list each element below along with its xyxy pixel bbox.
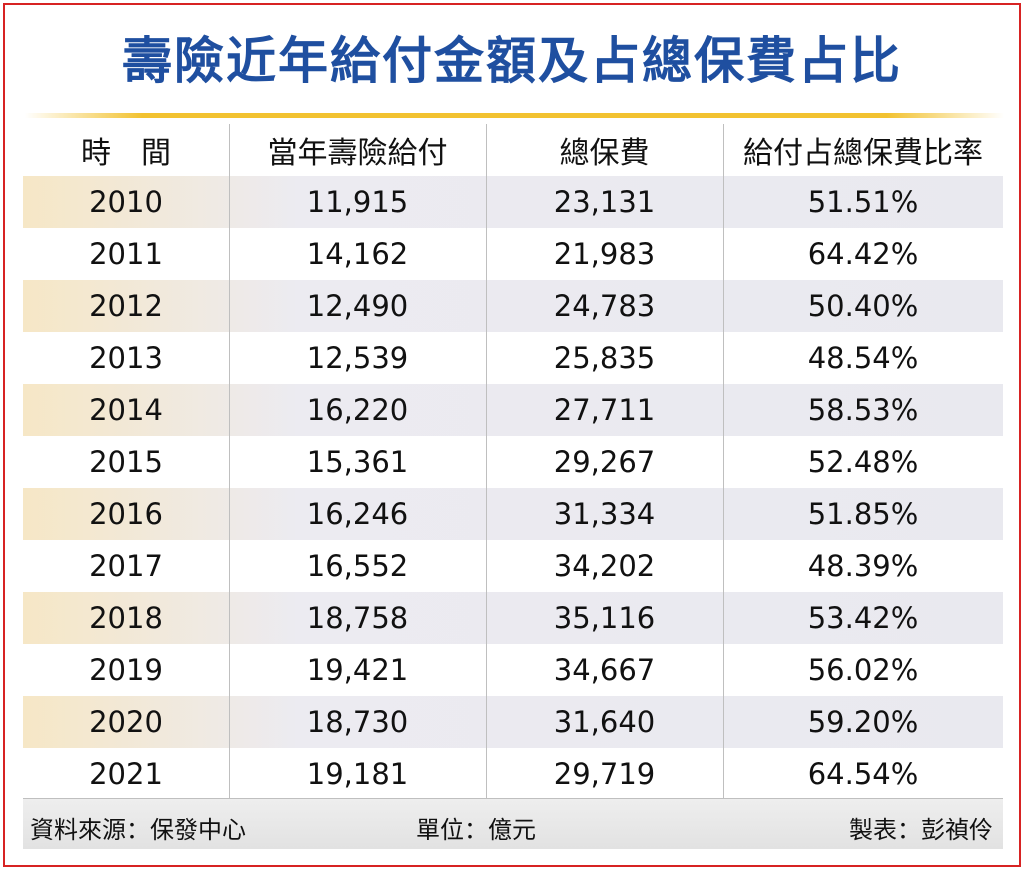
ratio-cell: 64.42% — [807, 237, 919, 271]
header-time: 時 間 — [81, 136, 171, 171]
year-cell: 2013 — [89, 341, 163, 375]
life-benefit-cell: 19,421 — [306, 653, 409, 687]
ratio-cell: 48.39% — [807, 549, 919, 583]
total-premium-cell: 27,711 — [553, 393, 656, 427]
title-underline — [25, 113, 1004, 118]
life-benefit-cell: 11,915 — [306, 185, 409, 219]
ratio-cell: 64.54% — [807, 757, 919, 791]
header-life-benefit: 當年壽險給付 — [267, 136, 448, 171]
life-benefit-cell: 19,181 — [306, 757, 409, 791]
ratio-cell: 59.20% — [807, 705, 919, 739]
table-row: 2010 11,915 23,131 51.51% — [23, 176, 1003, 228]
table-header-row: 時 間 當年壽險給付 總保費 給付占總保費比率 — [23, 124, 1003, 176]
header-ratio: 給付占總保費比率 — [743, 136, 983, 171]
ratio-cell: 50.40% — [807, 289, 919, 323]
table-row: 2012 12,490 24,783 50.40% — [23, 280, 1003, 332]
total-premium-cell: 35,116 — [553, 601, 656, 635]
total-premium-cell: 25,835 — [553, 341, 656, 375]
life-benefit-cell: 12,539 — [306, 341, 409, 375]
total-premium-cell: 34,667 — [553, 653, 656, 687]
table-row: 2015 15,361 29,267 52.48% — [23, 436, 1003, 488]
column-divider — [229, 124, 230, 799]
ratio-cell: 53.42% — [807, 601, 919, 635]
life-benefit-cell: 18,730 — [306, 705, 409, 739]
chart-title: 壽險近年給付金額及占總保費占比 — [122, 32, 902, 90]
ratio-cell: 51.51% — [807, 185, 919, 219]
total-premium-cell: 31,640 — [553, 705, 656, 739]
unit-note: 單位：億元 — [416, 816, 536, 844]
year-cell: 2014 — [89, 393, 163, 427]
ratio-cell: 51.85% — [807, 497, 919, 531]
ratio-cell: 52.48% — [807, 445, 919, 479]
ratio-cell: 48.54% — [807, 341, 919, 375]
table-row: 2016 16,246 31,334 51.85% — [23, 488, 1003, 540]
total-premium-cell: 24,783 — [553, 289, 656, 323]
table-row: 2021 19,181 29,719 64.54% — [23, 748, 1003, 800]
ratio-cell: 56.02% — [807, 653, 919, 687]
year-cell: 2017 — [89, 549, 163, 583]
life-benefit-cell: 16,246 — [306, 497, 409, 531]
total-premium-cell: 21,983 — [553, 237, 656, 271]
year-cell: 2020 — [89, 705, 163, 739]
source-note: 資料來源：保發中心 — [30, 816, 246, 844]
table-row: 2017 16,552 34,202 48.39% — [23, 540, 1003, 592]
table-row: 2011 14,162 21,983 64.42% — [23, 228, 1003, 280]
table-row: 2018 18,758 35,116 53.42% — [23, 592, 1003, 644]
life-benefit-cell: 14,162 — [306, 237, 409, 271]
year-cell: 2011 — [89, 237, 163, 271]
life-benefit-cell: 15,361 — [306, 445, 409, 479]
table-row: 2014 16,220 27,711 58.53% — [23, 384, 1003, 436]
total-premium-cell: 29,267 — [553, 445, 656, 479]
life-benefit-cell: 16,552 — [306, 549, 409, 583]
data-table: 時 間 當年壽險給付 總保費 給付占總保費比率 2010 11,915 23,131… — [23, 124, 1003, 800]
table-row: 2013 12,539 25,835 48.54% — [23, 332, 1003, 384]
life-benefit-cell: 18,758 — [306, 601, 409, 635]
year-cell: 2016 — [89, 497, 163, 531]
column-divider — [486, 124, 487, 799]
total-premium-cell: 29,719 — [553, 757, 656, 791]
header-total-premium: 總保費 — [559, 136, 650, 171]
table-row: 2020 18,730 31,640 59.20% — [23, 696, 1003, 748]
ratio-cell: 58.53% — [807, 393, 919, 427]
year-cell: 2010 — [89, 185, 163, 219]
year-cell: 2021 — [89, 757, 163, 791]
year-cell: 2015 — [89, 445, 163, 479]
column-divider — [723, 124, 724, 799]
life-benefit-cell: 16,220 — [306, 393, 409, 427]
total-premium-cell: 23,131 — [553, 185, 656, 219]
maker-note: 製表：彭禎伶 — [849, 816, 993, 844]
total-premium-cell: 31,334 — [553, 497, 656, 531]
table-row: 2019 19,421 34,667 56.02% — [23, 644, 1003, 696]
year-cell: 2012 — [89, 289, 163, 323]
year-cell: 2019 — [89, 653, 163, 687]
year-cell: 2018 — [89, 601, 163, 635]
life-benefit-cell: 12,490 — [306, 289, 409, 323]
table-footer: 資料來源：保發中心 單位：億元 製表：彭禎伶 — [23, 798, 1003, 849]
total-premium-cell: 34,202 — [553, 549, 656, 583]
